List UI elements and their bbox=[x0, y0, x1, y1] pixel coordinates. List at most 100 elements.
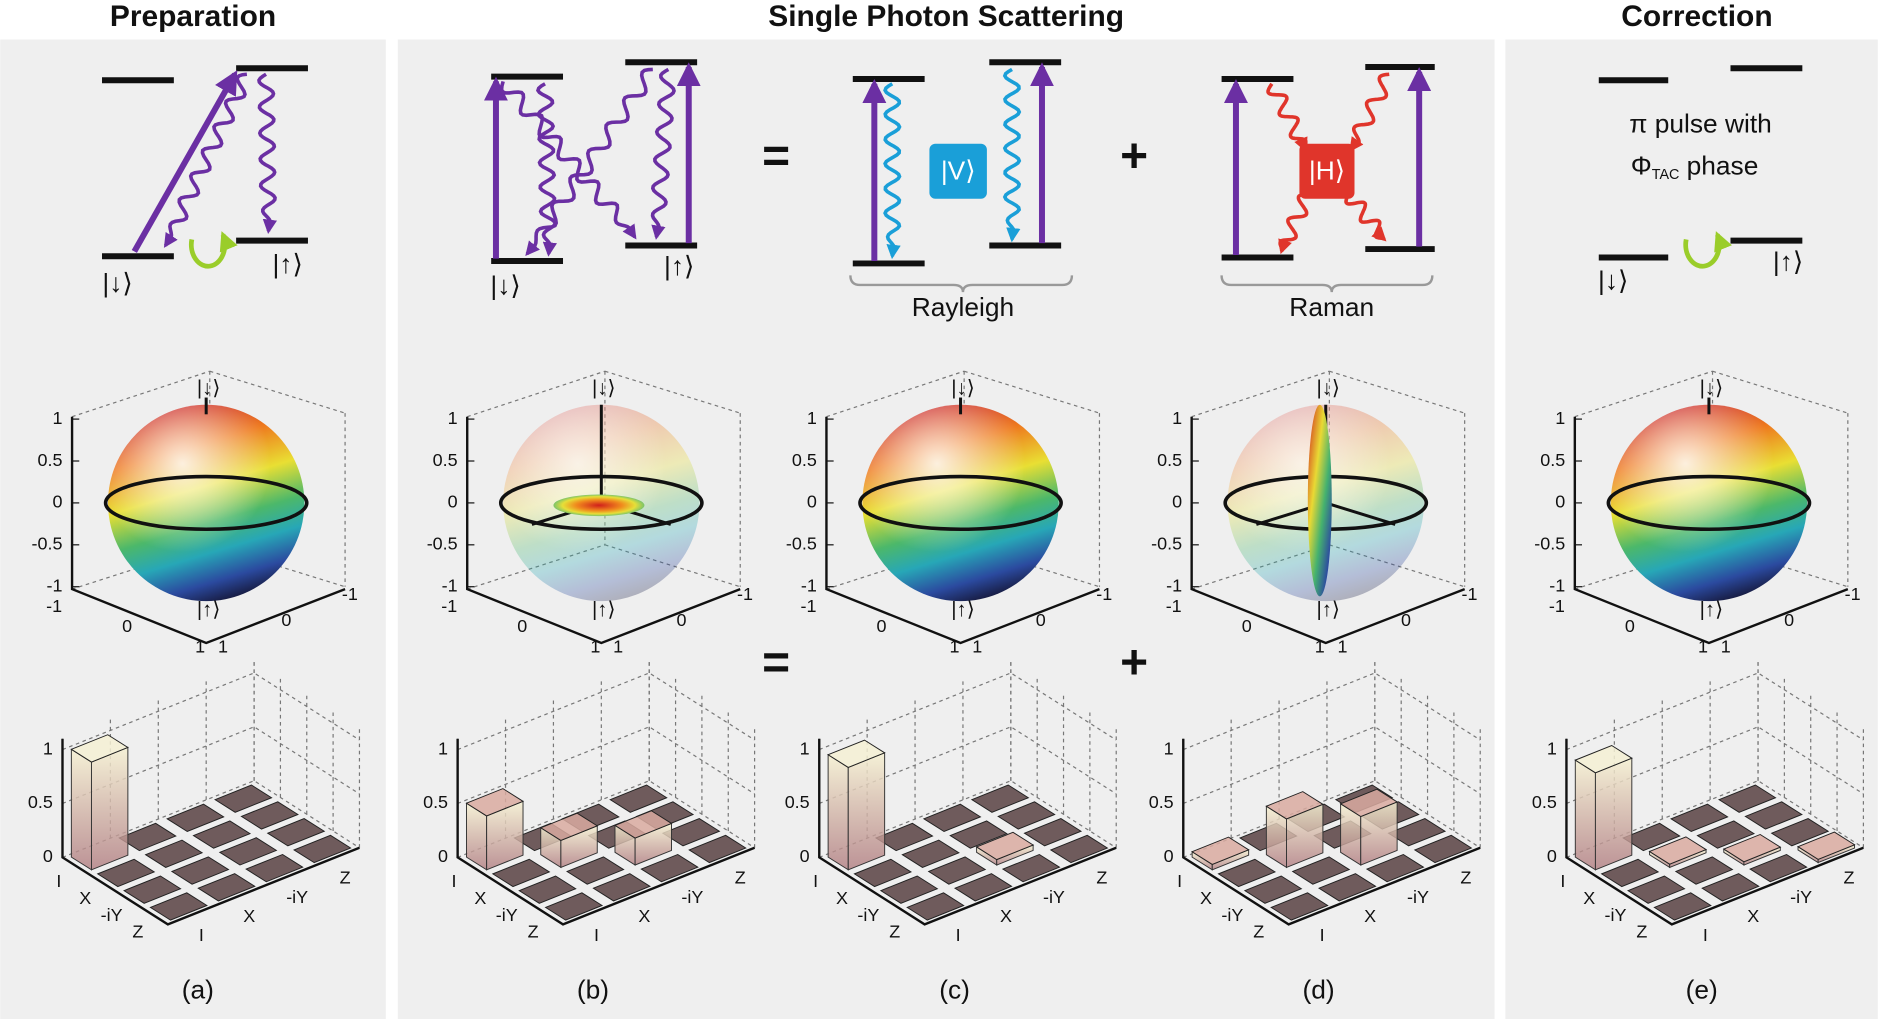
tile bbox=[245, 853, 304, 883]
basis-label: Z bbox=[1460, 868, 1471, 888]
grid-line bbox=[457, 780, 755, 858]
tick-label: -0.5 bbox=[786, 534, 817, 554]
tick-label: 0.5 bbox=[1149, 792, 1174, 812]
state-label: |↑⟩ bbox=[1773, 246, 1803, 276]
grid-line bbox=[819, 726, 1117, 805]
state-label: |↓⟩ bbox=[951, 378, 974, 400]
basis-label: I bbox=[452, 871, 457, 891]
tick-label: -0.5 bbox=[32, 534, 63, 554]
bloch-sphere: 10.50-0.5-1-101 10-1|↓⟩|↑⟩ bbox=[32, 370, 358, 657]
tile bbox=[144, 839, 204, 868]
tick-label: -1 bbox=[442, 575, 458, 595]
state-label: |↓⟩ bbox=[197, 378, 220, 400]
bar-side bbox=[70, 748, 92, 871]
tile bbox=[1626, 875, 1686, 904]
tick-label: 1 bbox=[590, 637, 600, 657]
tick-label: 1 bbox=[613, 637, 623, 657]
tick-label: 1 bbox=[1547, 738, 1557, 758]
emission-arrow bbox=[257, 72, 278, 234]
equator bbox=[1606, 474, 1812, 532]
tile-top bbox=[879, 875, 939, 904]
tick-label: -0.5 bbox=[427, 534, 458, 554]
emission-arrow bbox=[525, 67, 653, 257]
tick-label: -1 bbox=[800, 596, 816, 616]
basis-label: I bbox=[1320, 925, 1325, 945]
tick-label: -1 bbox=[1549, 575, 1565, 595]
tick-label: 1 bbox=[1721, 637, 1731, 657]
tile-top bbox=[197, 873, 256, 902]
tick-label: 1 bbox=[1698, 637, 1708, 657]
tick-label: 1 bbox=[1338, 637, 1348, 657]
tick-label: -1 bbox=[1096, 584, 1112, 604]
axis bbox=[61, 738, 360, 926]
tick-label: -1 bbox=[1166, 596, 1182, 616]
panel-label: (b) bbox=[577, 974, 609, 1004]
basis-label: X bbox=[1747, 906, 1759, 926]
grid-line bbox=[1566, 726, 1864, 805]
bar-side bbox=[827, 753, 849, 871]
tile bbox=[1749, 853, 1808, 883]
equator bbox=[858, 474, 1063, 532]
tile-top bbox=[1717, 784, 1777, 813]
basis-label: -iY bbox=[1043, 887, 1065, 907]
bar-top bbox=[613, 810, 673, 839]
basis-label: I bbox=[956, 925, 961, 945]
tile-top bbox=[1696, 820, 1756, 849]
tile-top bbox=[1674, 856, 1734, 885]
bar-side bbox=[1574, 759, 1596, 871]
tile bbox=[518, 875, 577, 904]
basis-label: -iY bbox=[1407, 887, 1429, 907]
correction-text: ΦTAC phase bbox=[1631, 151, 1759, 183]
box-edge bbox=[1712, 370, 1849, 414]
grid-line bbox=[1566, 780, 1864, 858]
tick-label: 1 bbox=[1555, 408, 1565, 428]
basis-label: Z bbox=[132, 922, 143, 942]
tile bbox=[1270, 892, 1329, 921]
laser-arrow bbox=[131, 70, 238, 253]
tile bbox=[213, 784, 273, 813]
header: Preparation bbox=[110, 0, 276, 33]
tick-label: 0.5 bbox=[792, 450, 817, 470]
bar bbox=[1265, 791, 1324, 869]
tile-top bbox=[1749, 853, 1808, 883]
bar-top bbox=[70, 734, 129, 763]
tile-top bbox=[1023, 818, 1083, 847]
tick-label: 0 bbox=[800, 846, 810, 866]
equals: = bbox=[762, 130, 790, 183]
highlight bbox=[107, 404, 305, 602]
tile-top bbox=[218, 837, 278, 866]
state-label: |↓⟩ bbox=[1700, 378, 1723, 400]
tick-label: 0 bbox=[517, 616, 527, 636]
tile-top bbox=[874, 822, 934, 852]
tick-label: 0 bbox=[807, 492, 817, 512]
state-label: |↑⟩ bbox=[664, 251, 694, 281]
state-label: |↑⟩ bbox=[197, 599, 220, 621]
box-edge bbox=[1191, 370, 1330, 418]
tick-label: 0.5 bbox=[423, 792, 448, 812]
bar bbox=[1648, 836, 1708, 869]
bar-top bbox=[1339, 788, 1399, 818]
tile-top bbox=[1744, 801, 1803, 830]
tile bbox=[122, 875, 182, 904]
bar-top bbox=[1265, 791, 1324, 820]
tile bbox=[661, 818, 721, 847]
spin-flip bbox=[188, 231, 238, 269]
basis-label: X bbox=[1000, 906, 1012, 926]
state-label: |↑⟩ bbox=[1700, 599, 1723, 621]
emission-arrow bbox=[163, 72, 248, 248]
grid-line bbox=[457, 726, 755, 805]
plus: + bbox=[1120, 636, 1148, 689]
basis-label: I bbox=[1560, 871, 1565, 891]
tile-top bbox=[293, 834, 352, 864]
basis-label: -iY bbox=[496, 905, 518, 925]
state-label: |↓⟩ bbox=[1598, 266, 1628, 296]
tile bbox=[566, 856, 625, 885]
tile-top bbox=[149, 892, 208, 921]
tile-top bbox=[1413, 834, 1473, 864]
tick-label: 1 bbox=[438, 738, 448, 758]
basis-label: -iY bbox=[857, 905, 879, 925]
tile-top bbox=[901, 839, 960, 868]
